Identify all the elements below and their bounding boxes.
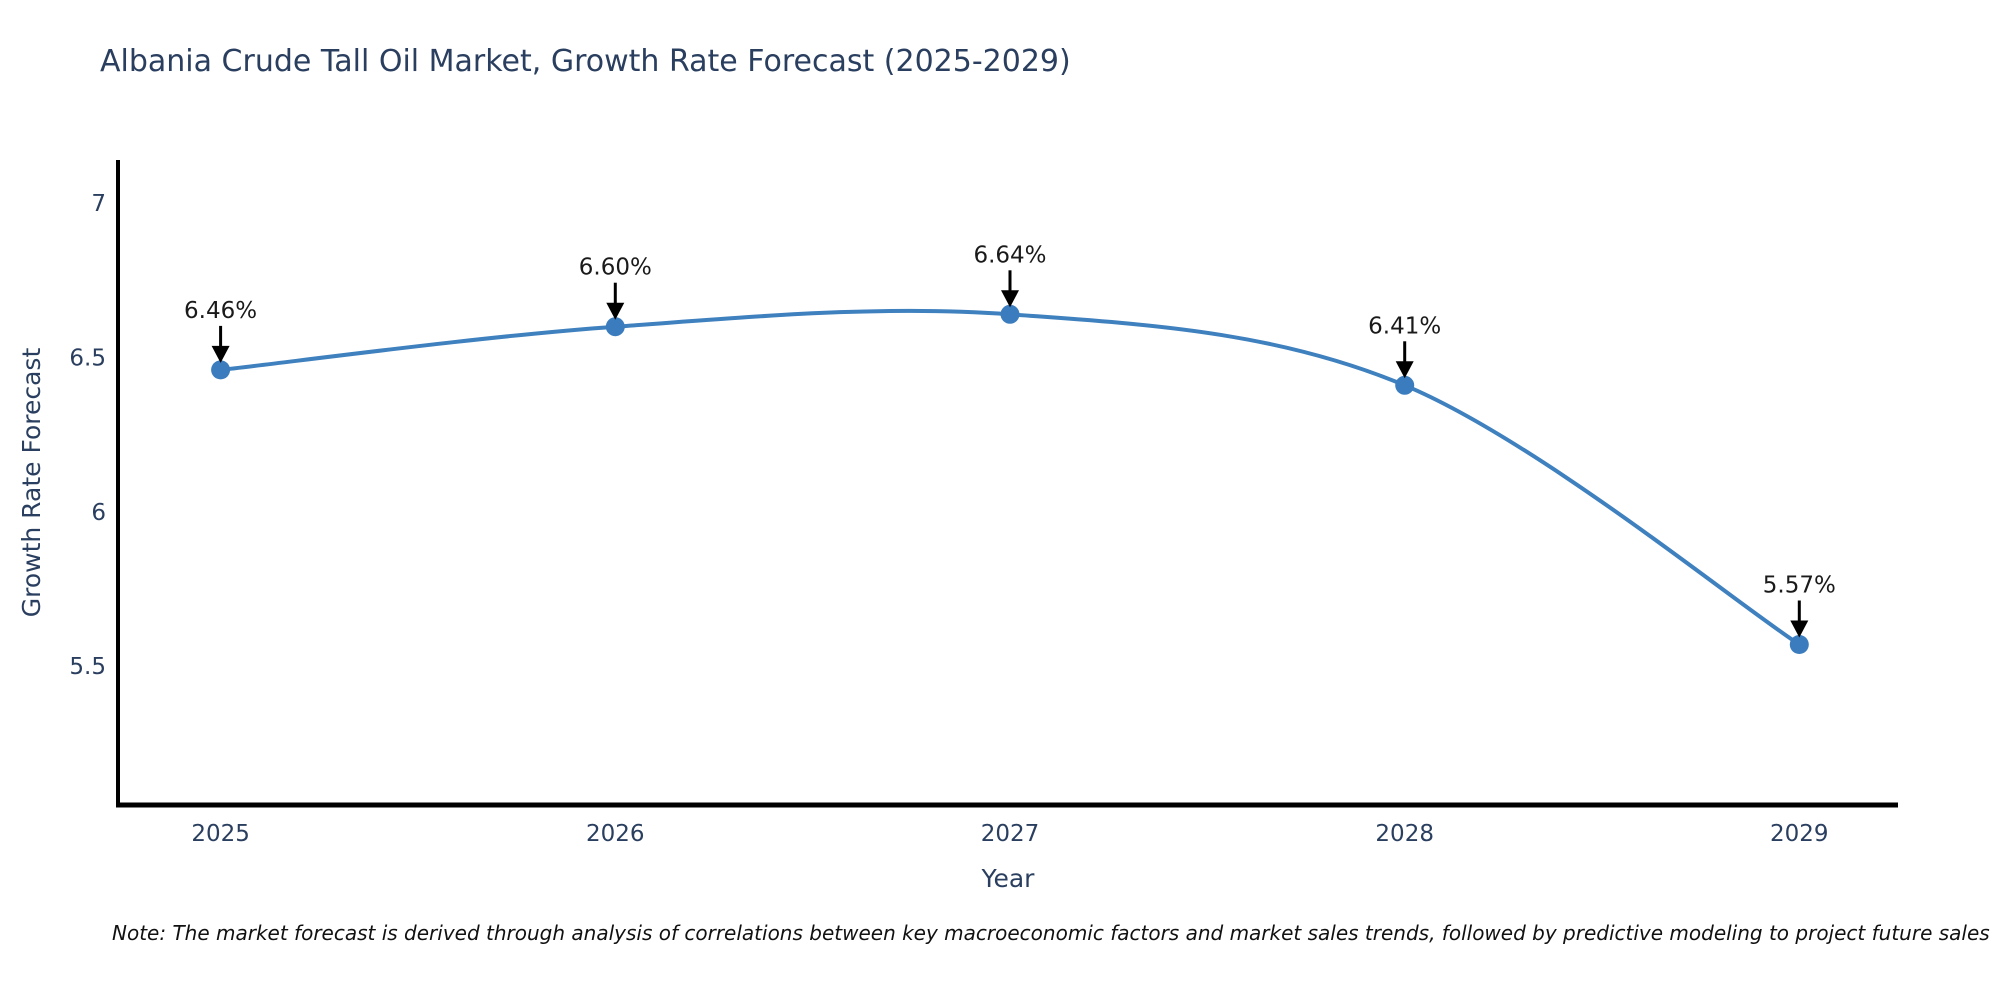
annotation-arrowhead-icon [1001,290,1019,308]
x-tick-label: 2026 [586,821,645,847]
x-axis-title: Year [981,864,1036,893]
y-tick-label: 6 [91,500,106,526]
data-point-2029 [1789,635,1809,654]
y-tick-label: 7 [91,191,106,217]
y-tick-label: 5.5 [69,654,106,680]
annotation-label: 6.41% [1368,313,1441,339]
annotation-arrowhead-icon [1395,361,1414,379]
x-tick-label: 2025 [191,821,250,847]
y-axis-title: Growth Rate Forecast [17,348,46,618]
x-tick-label: 2027 [981,821,1040,847]
annotation-label: 6.60% [579,255,652,281]
annotation-arrowhead-icon [1790,620,1809,638]
x-tick-label: 2028 [1375,821,1434,847]
data-point-2027 [1000,304,1020,324]
chart-title: Albania Crude Tall Oil Market, Growth Ra… [100,44,1071,79]
x-tick-label: 2029 [1770,821,1829,847]
y-tick-label: 6.5 [69,346,106,372]
footnote-text: Note: The market forecast is derived thr… [112,921,1990,945]
annotation-label: 6.64% [973,242,1046,268]
annotation-arrowhead-icon [606,302,625,320]
annotation-label: 5.57% [1763,573,1836,599]
annotation-arrowhead-icon [211,345,230,363]
annotation-label: 6.46% [184,298,257,324]
data-point-2026 [605,317,625,337]
forecast-line [218,308,1802,647]
data-point-2028 [1395,375,1415,395]
data-point-2025 [211,360,231,380]
